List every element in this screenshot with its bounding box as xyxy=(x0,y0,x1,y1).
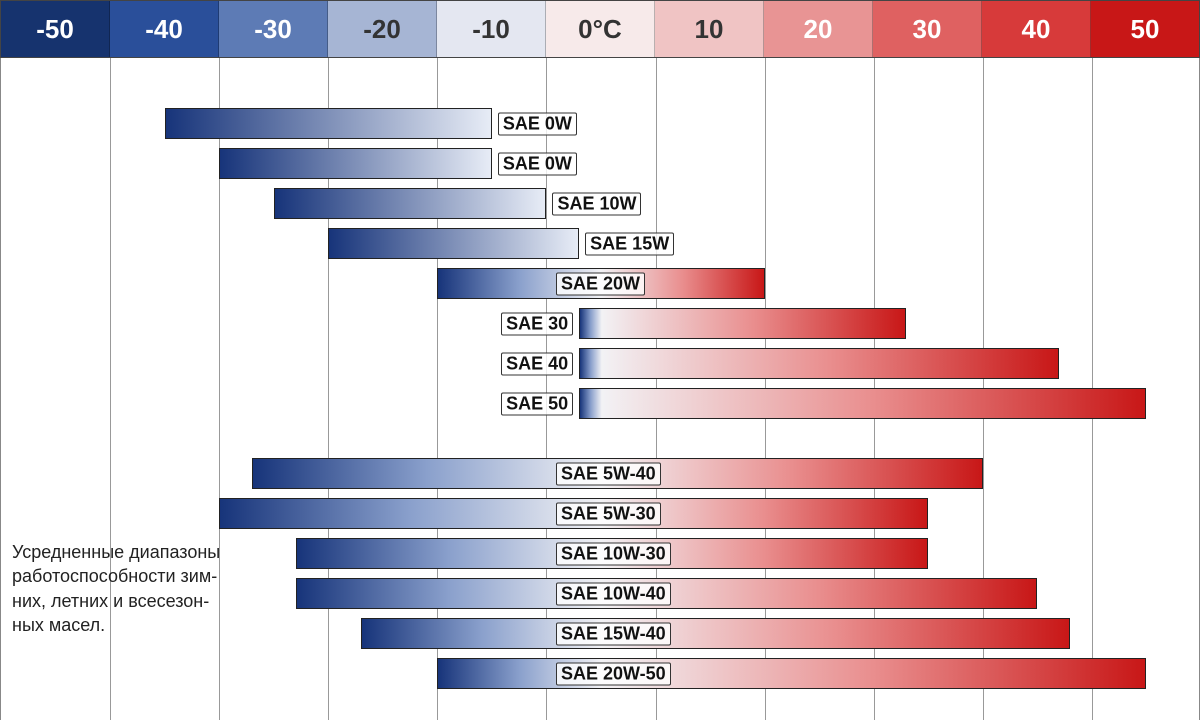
bar-fill xyxy=(274,188,547,219)
oil-range-bar: SAE 30 xyxy=(579,308,906,339)
bar-fill xyxy=(165,108,492,139)
axis-tick: -10 xyxy=(437,1,546,57)
bar-label: SAE 50 xyxy=(501,392,573,415)
bar-fill xyxy=(219,148,492,179)
oil-range-bar: SAE 15W xyxy=(328,228,579,259)
oil-range-bar: SAE 5W-30 xyxy=(219,498,928,529)
axis-tick: 10 xyxy=(655,1,764,57)
axis-tick: -40 xyxy=(110,1,219,57)
bar-fill xyxy=(361,618,1070,649)
bar-label: SAE 15W xyxy=(585,232,674,255)
bar-fill xyxy=(579,348,1059,379)
oil-range-bar: SAE 10W xyxy=(274,188,547,219)
bar-label: SAE 20W xyxy=(556,272,645,295)
bar-label: SAE 5W-40 xyxy=(556,462,661,485)
bar-label: SAE 10W xyxy=(552,192,641,215)
oil-range-bar: SAE 50 xyxy=(579,388,1146,419)
oil-range-bar: SAE 5W-40 xyxy=(252,458,983,489)
oil-range-bar: SAE 40 xyxy=(579,348,1059,379)
chart-caption: Усредненные диапазоны работоспособности … xyxy=(12,540,272,637)
axis-tick: 40 xyxy=(982,1,1091,57)
sae-temperature-chart: -50-40-30-20-100°C1020304050 SAE 0W SAE 0… xyxy=(0,0,1200,720)
bar-label: SAE 10W-30 xyxy=(556,542,671,565)
oil-range-bar: SAE 20W xyxy=(437,268,764,299)
bar-label: SAE 40 xyxy=(501,352,573,375)
bar-label: SAE 0W xyxy=(498,152,577,175)
bar-label: SAE 30 xyxy=(501,312,573,335)
oil-range-bar: SAE 20W-50 xyxy=(437,658,1146,689)
oil-range-bar: SAE 10W-30 xyxy=(296,538,929,569)
bar-fill xyxy=(328,228,579,259)
axis-tick: -20 xyxy=(328,1,437,57)
axis-tick: 30 xyxy=(873,1,982,57)
bar-label: SAE 0W xyxy=(498,112,577,135)
axis-tick: 0°C xyxy=(546,1,655,57)
oil-range-bar: SAE 10W-40 xyxy=(296,578,1038,609)
bar-label: SAE 15W-40 xyxy=(556,622,671,645)
bar-label: SAE 10W-40 xyxy=(556,582,671,605)
bar-label: SAE 5W-30 xyxy=(556,502,661,525)
temperature-axis-header: -50-40-30-20-100°C1020304050 xyxy=(0,0,1200,58)
bar-fill xyxy=(579,388,1146,419)
oil-range-bar: SAE 15W-40 xyxy=(361,618,1070,649)
bar-label: SAE 20W-50 xyxy=(556,662,671,685)
axis-tick: 20 xyxy=(764,1,873,57)
bar-fill xyxy=(579,308,906,339)
oil-range-bar: SAE 0W xyxy=(219,148,492,179)
axis-tick: -30 xyxy=(219,1,328,57)
axis-tick: 50 xyxy=(1091,1,1199,57)
oil-range-bar: SAE 0W xyxy=(165,108,492,139)
axis-tick: -50 xyxy=(1,1,110,57)
bar-fill xyxy=(437,658,1146,689)
